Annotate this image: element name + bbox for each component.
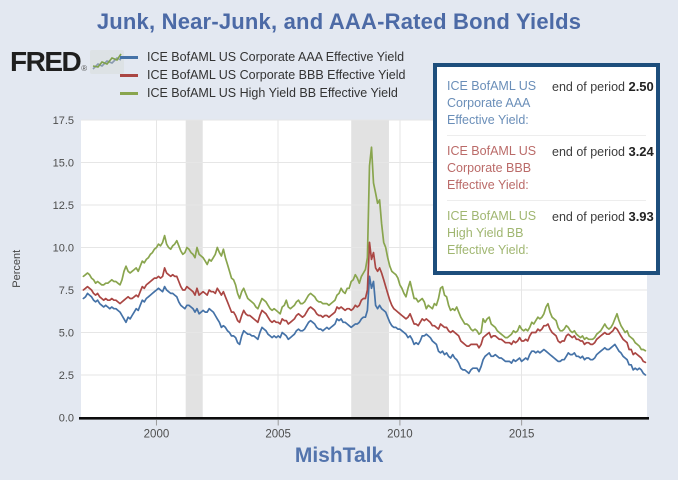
chart-title: Junk, Near-Junk, and AAA-Rated Bond Yiel… [96, 9, 582, 34]
tooltip-row-bb: ICE BofAML US High Yield BB Effective Yi… [447, 200, 654, 265]
y-axis-title: Percent [11, 250, 23, 288]
y-tick-label: 17.5 [53, 115, 74, 127]
fred-logo: FRED ® [10, 46, 125, 77]
series-line-0[interactable] [82, 275, 647, 376]
x-axis-line [79, 417, 649, 420]
data-tooltip-box: ICE BofAML US Corporate AAA Effective Yi… [433, 63, 660, 275]
y-tick-label: 0.0 [59, 413, 74, 425]
registered-mark: ® [81, 64, 88, 73]
y-tick-label: 10.0 [53, 243, 74, 255]
x-tick-label: 2000 [144, 429, 170, 441]
fred-sparkline-icon [90, 50, 125, 74]
y-tick-label: 15.0 [53, 158, 74, 170]
legend-item-bb[interactable]: ICE BofAML US High Yield BB Effective Yi… [120, 84, 405, 102]
y-tick-label: 7.5 [59, 285, 74, 297]
value-prefix: end of period [552, 80, 625, 94]
value-number: 2.50 [628, 79, 654, 94]
tooltip-series-value: end of period 3.93 [544, 208, 654, 259]
legend-label-aaa: ICE BofAML US Corporate AAA Effective Yi… [147, 50, 405, 64]
series-line-1[interactable] [82, 241, 647, 364]
chart-legend: ICE BofAML US Corporate AAA Effective Yi… [120, 48, 405, 102]
value-prefix: end of period [552, 210, 625, 224]
series-line-2[interactable] [82, 146, 647, 352]
x-tick-label: 2015 [509, 429, 535, 441]
legend-label-bb: ICE BofAML US High Yield BB Effective Yi… [147, 86, 398, 100]
tooltip-series-value: end of period 2.50 [544, 78, 654, 129]
tooltip-series-label: ICE BofAML US Corporate AAA Effective Yi… [447, 79, 537, 127]
y-tick-label: 12.5 [53, 200, 74, 212]
x-tick-label: 2005 [265, 429, 291, 441]
legend-line-swatch-aaa [120, 55, 138, 59]
recession-band [185, 120, 203, 418]
legend-label-bbb: ICE BofAML US Corporate BBB Effective Yi… [147, 68, 406, 82]
value-prefix: end of period [552, 145, 625, 159]
legend-item-bbb[interactable]: ICE BofAML US Corporate BBB Effective Yi… [120, 66, 405, 84]
value-number: 3.24 [628, 144, 654, 159]
y-tick-label: 5.0 [59, 328, 74, 340]
tooltip-row-bbb: ICE BofAML US Corporate BBB Effective Yi… [447, 135, 654, 200]
legend-line-swatch-bbb [120, 73, 138, 77]
tooltip-series-value: end of period 3.24 [544, 143, 654, 194]
value-number: 3.93 [628, 209, 654, 224]
y-tick-label: 2.5 [59, 370, 74, 382]
mishtalk-watermark: MishTalk [294, 444, 384, 467]
legend-line-swatch-bb [120, 91, 138, 95]
tooltip-series-label: ICE BofAML US High Yield BB Effective Yi… [447, 209, 537, 257]
legend-item-aaa[interactable]: ICE BofAML US Corporate AAA Effective Yi… [120, 48, 405, 66]
tooltip-row-aaa: ICE BofAML US Corporate AAA Effective Yi… [447, 71, 654, 135]
tooltip-series-label: ICE BofAML US Corporate BBB Effective Yi… [447, 144, 537, 192]
fred-logo-text: FRED [10, 46, 82, 77]
x-tick-label: 2010 [387, 429, 413, 441]
